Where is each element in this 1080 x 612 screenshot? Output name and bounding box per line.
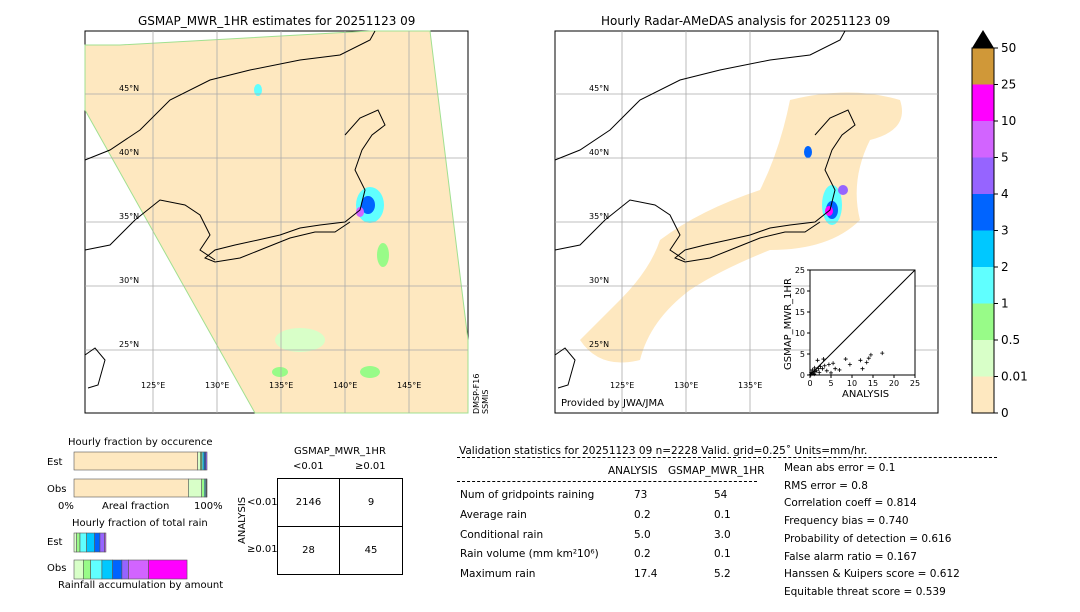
stat-label: Conditional rain [460,529,544,541]
score-line: RMS error = 0.8 [784,479,868,492]
col-label-lt: <0.01 [293,461,324,472]
left-map-title: GSMAP_MWR_1HR estimates for 20251123 09 [138,14,416,28]
stat-gsmap-value: 5.2 [714,568,731,580]
stat-gsmap-value: 3.0 [714,529,731,541]
cell-hit-none: 2146 [278,479,340,527]
right-lat-label: 30°N [589,276,610,285]
left-lat-label: 35°N [119,212,140,221]
taiwan-coastline [84,347,106,389]
stat-analysis-value: 17.4 [634,568,658,580]
col-label-ge: ≥0.01 [355,461,386,472]
row-label-lt: <0.01 [247,497,278,508]
divider [457,481,757,482]
credit-label: Provided by JWA/JMA [561,398,664,409]
occ-obs-label: Obs [47,484,67,495]
continent-coastline [554,30,846,261]
left-lat-label: 30°N [119,276,140,285]
right-lon-label: 130°E [674,381,699,390]
cell-hit: 45 [364,544,378,556]
stat-label: Num of gridpoints raining [460,489,595,501]
stat-gsmap-value: 54 [714,489,728,501]
taiwan-coastline [554,347,576,389]
divider [457,457,997,458]
score-line: Probability of detection = 0.616 [784,532,952,545]
left-lon-label: 140°E [333,381,358,390]
stat-analysis-value: 5.0 [634,529,651,541]
left-lon-label: 135°E [269,381,294,390]
score-line: Mean abs error = 0.1 [784,462,896,474]
right-lat-label: 40°N [589,148,610,157]
japan-coastline [674,109,856,263]
cell-false-alarm: 9 [340,479,402,527]
scatter-ylabel: GSMAP_MWR_1HR [783,278,794,370]
rain-xlabel: Rainfall accumulation by amount [58,580,224,591]
left-lon-label: 125°E [141,381,166,390]
row-label-ge: ≥0.01 [247,544,278,555]
rain-fraction-title: Hourly fraction of total rain [72,518,208,529]
occ-100-tick: 100% [194,501,223,512]
stat-label: Rain volume (mm km²10⁶) [460,548,599,560]
stats-header: Validation statistics for 20251123 09 n=… [459,445,868,457]
rain-est-label: Est [47,537,63,548]
right-map-title: Hourly Radar-AMeDAS analysis for 2025112… [601,14,891,28]
sensor-label: DMSP-F16 SSMIS [472,373,490,414]
score-line: Hanssen & Kuipers score = 0.612 [784,568,960,581]
left-lat-label: 45°N [119,84,140,93]
right-lat-label: 45°N [589,84,610,93]
occ-est-label: Est [47,457,63,468]
rain-obs-label: Obs [47,563,67,574]
contingency-table: 2146 9 28 45 [277,478,403,575]
cell-miss: 28 [278,526,340,574]
japan-coastline [204,109,386,263]
contingency-title: GSMAP_MWR_1HR [294,446,386,457]
stat-analysis-value: 73 [634,489,648,501]
radar-coverage [580,92,902,363]
stat-gsmap-value: 0.1 [714,509,731,521]
right-lon-label: 135°E [738,381,763,390]
stat-label: Average rain [460,509,527,521]
stats-col-gsmap: GSMAP_MWR_1HR [668,465,765,477]
stat-gsmap-value: 0.1 [714,548,731,560]
score-line: False alarm ratio = 0.167 [784,550,917,563]
scatter-xlabel: ANALYSIS [842,389,890,400]
stat-analysis-value: 0.2 [634,509,651,521]
right-lon-label: 125°E [610,381,635,390]
occurrence-title: Hourly fraction by occurence [68,437,213,448]
occ-xlabel: Areal fraction [102,501,170,512]
stat-analysis-value: 0.2 [634,548,651,560]
left-lat-label: 25°N [119,340,140,349]
stats-col-analysis: ANALYSIS [608,465,658,477]
stat-label: Maximum rain [460,568,536,580]
right-lat-label: 25°N [589,340,610,349]
continent-coastline [84,30,376,261]
right-lat-label: 35°N [589,212,610,221]
score-line: Equitable threat score = 0.539 [784,585,946,598]
occ-0-tick: 0% [58,501,74,512]
score-line: Correlation coeff = 0.814 [784,497,917,510]
score-line: Frequency bias = 0.740 [784,515,909,528]
left-lon-label: 145°E [397,381,422,390]
left-lon-label: 130°E [205,381,230,390]
left-lat-label: 40°N [119,148,140,157]
